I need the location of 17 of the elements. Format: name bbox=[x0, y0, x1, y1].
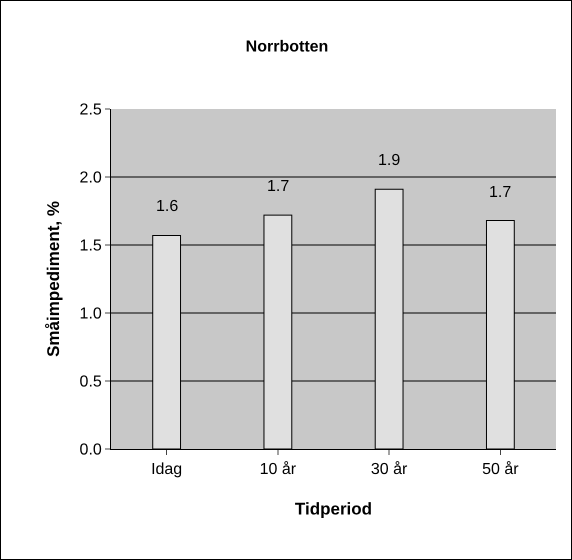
x-tick-label: 10 år bbox=[260, 461, 297, 478]
x-axis-title: Tidperiod bbox=[294, 500, 372, 519]
x-tick-label: 30 år bbox=[370, 461, 408, 478]
y-tick-label: 2.0 bbox=[80, 170, 102, 187]
data-label: 1.7 bbox=[489, 184, 512, 201]
y-axis-title: Småimpediment, % bbox=[44, 201, 64, 357]
x-tick-label: Idag bbox=[151, 461, 182, 478]
y-tick-label: 2.5 bbox=[80, 102, 102, 119]
x-tick-label: 50 år bbox=[482, 461, 520, 478]
chart-title: Norrbotten bbox=[246, 38, 328, 56]
y-tick-label: 1.0 bbox=[80, 306, 102, 323]
data-label: 1.7 bbox=[267, 178, 290, 195]
data-label: 1.6 bbox=[156, 198, 178, 215]
data-label: 1.9 bbox=[378, 152, 400, 169]
y-tick-label: 1.5 bbox=[80, 238, 102, 255]
y-tick-label: 0.5 bbox=[80, 374, 102, 391]
y-tick-label: 0.0 bbox=[80, 442, 102, 459]
